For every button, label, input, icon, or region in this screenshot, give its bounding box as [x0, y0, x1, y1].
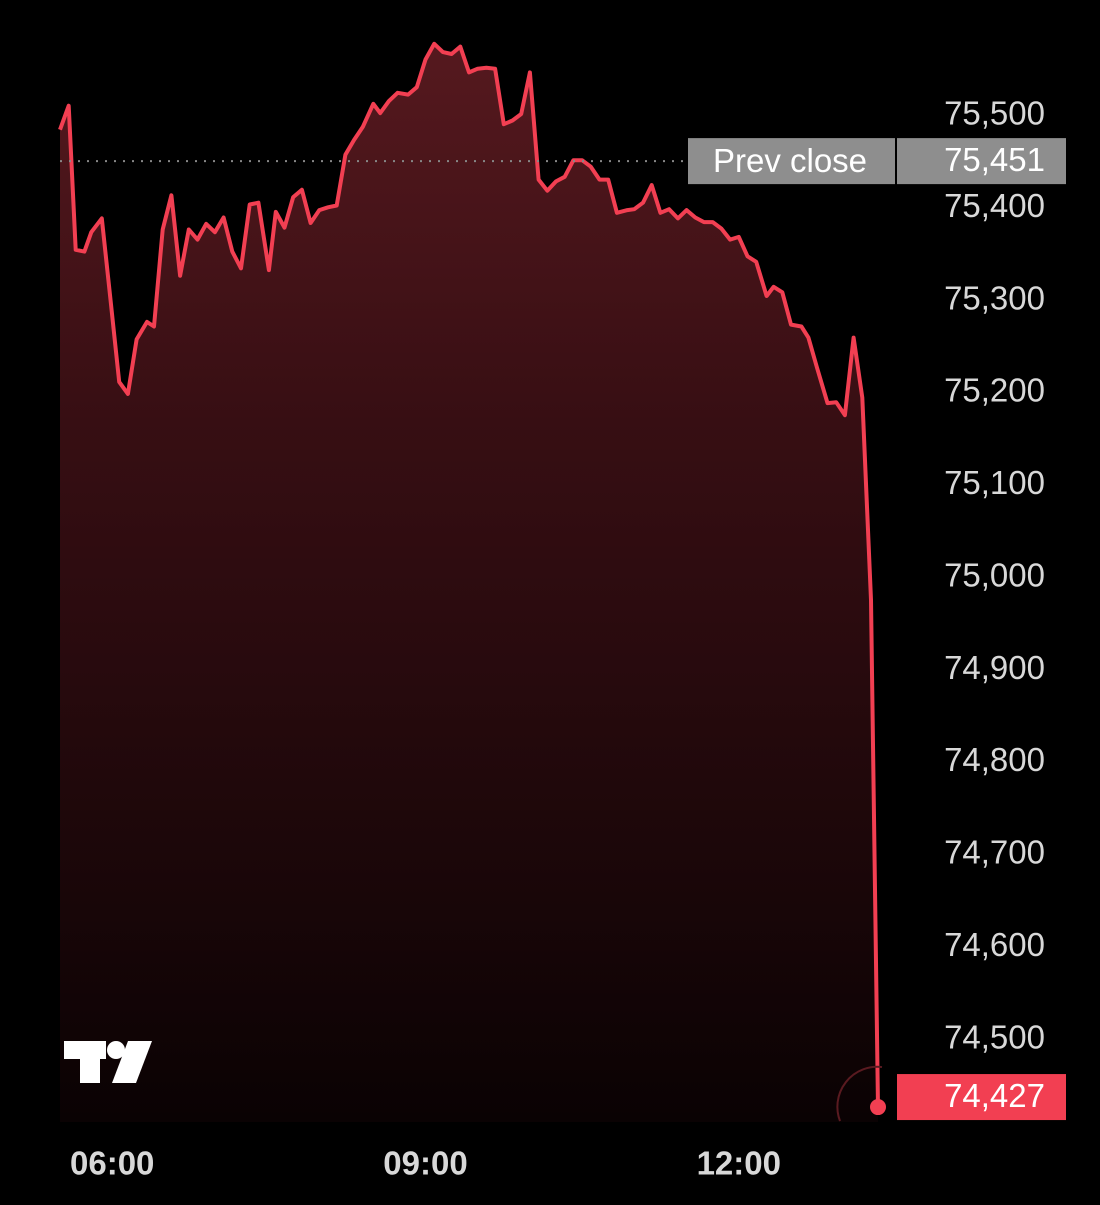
last-price-box — [897, 1074, 1066, 1121]
y-tick-label: 74,600 — [944, 926, 1045, 963]
x-tick-label: 09:00 — [383, 1145, 467, 1182]
prev-close-name: Prev close — [713, 142, 867, 179]
y-tick-label: 74,500 — [944, 1018, 1045, 1055]
y-tick-label: 74,700 — [944, 834, 1045, 871]
prev-close-price-box — [897, 138, 1066, 185]
price-line — [58, 41, 880, 1108]
tradingview-logo — [64, 1041, 152, 1083]
last-price-dot — [870, 1099, 886, 1116]
y-tick-label: 75,500 — [944, 95, 1045, 132]
last-price-label: 74,427 — [944, 1077, 1045, 1114]
pulse-ring — [836, 1065, 883, 1122]
x-tick-label: 06:00 — [70, 1145, 154, 1182]
y-tick-label: 74,800 — [944, 741, 1045, 778]
y-tick-label: 74,900 — [944, 649, 1045, 686]
prev-close-tag — [688, 138, 895, 185]
y-tick-label: 75,400 — [944, 187, 1045, 224]
y-tick-label: 75,100 — [944, 464, 1045, 501]
y-tick-label: 75,000 — [944, 556, 1045, 593]
x-tick-label: 12:00 — [697, 1145, 781, 1182]
prev-close-price: 75,451 — [944, 141, 1045, 178]
y-tick-label: 75,200 — [944, 372, 1045, 409]
area-fill — [60, 43, 878, 1122]
y-tick-label: 75,300 — [944, 279, 1045, 316]
